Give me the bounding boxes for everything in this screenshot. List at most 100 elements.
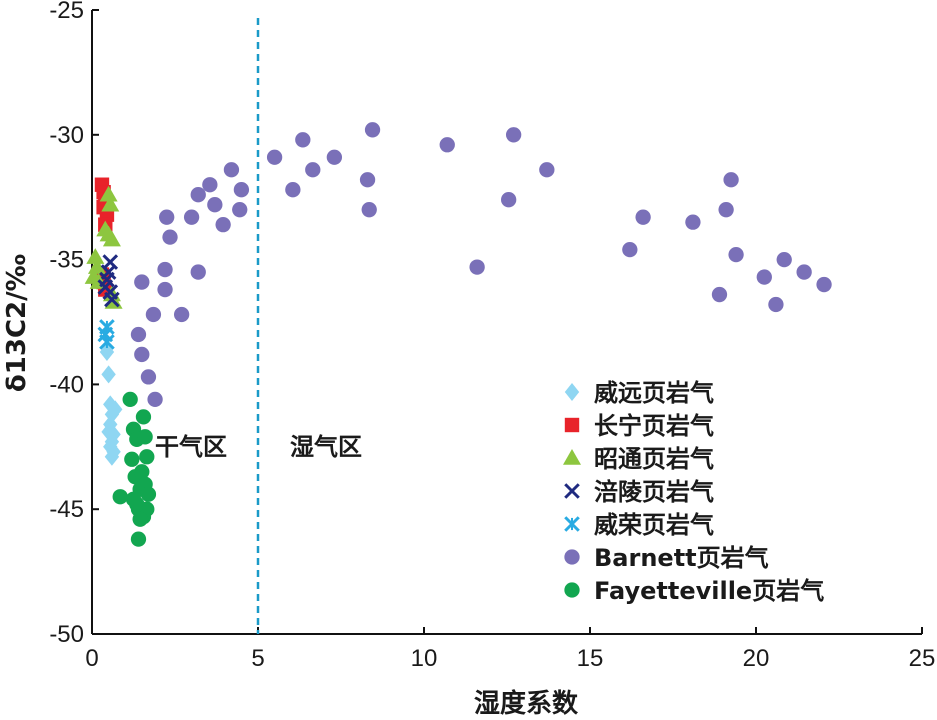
y-tick-label: -45 <box>49 496 84 523</box>
data-point <box>129 496 145 512</box>
x-tick-label: 5 <box>251 645 264 672</box>
data-point <box>101 195 120 212</box>
data-point <box>130 531 147 547</box>
data-point <box>190 187 206 203</box>
data-point <box>145 306 162 323</box>
legend-label: Fayetteville页岩气 <box>594 577 824 605</box>
data-point <box>233 182 250 198</box>
y-tick-label: -30 <box>49 122 84 149</box>
data-point <box>99 185 118 202</box>
legend-marker <box>564 383 580 401</box>
data-point <box>685 214 701 230</box>
data-point <box>99 334 115 350</box>
data-point <box>112 489 128 505</box>
data-point <box>87 258 106 274</box>
data-point <box>139 449 155 465</box>
y-tick-label: -40 <box>49 371 84 398</box>
legend-marker <box>564 417 580 433</box>
legend-item: 威荣页岩气 <box>564 511 714 539</box>
data-point <box>223 162 240 178</box>
data-point <box>285 182 301 198</box>
axes: 0 5 10 15 20 25 -25 -30 -35 -40 -45 -50 <box>49 0 935 672</box>
data-point <box>183 209 200 225</box>
data-point <box>326 149 343 165</box>
y-tick-label: -35 <box>49 247 84 274</box>
legend-label: 威远页岩气 <box>594 379 714 407</box>
data-point <box>361 202 377 218</box>
data-point <box>505 127 522 143</box>
data-point <box>305 162 321 178</box>
data-point <box>266 149 283 165</box>
data-point <box>147 391 163 408</box>
legend-marker <box>564 483 580 499</box>
data-point <box>140 486 157 502</box>
legend-marker <box>564 516 580 532</box>
x-axis-title: 湿度系数 <box>474 688 579 719</box>
data-point <box>501 192 517 208</box>
data-point <box>101 422 116 441</box>
data-point <box>776 251 792 268</box>
data-point <box>101 365 116 384</box>
data-point <box>202 177 218 193</box>
dry-gas-zone-label: 干气区 <box>155 433 227 461</box>
data-point <box>173 306 190 323</box>
data-point <box>816 276 832 293</box>
x-tick-label: 0 <box>85 645 98 672</box>
y-tick-label: -25 <box>49 0 84 24</box>
data-point <box>539 162 555 178</box>
series-4 <box>97 319 115 350</box>
legend-marker <box>563 449 581 465</box>
data-point <box>295 132 311 148</box>
data-point <box>439 137 455 153</box>
legend-item: 长宁页岩气 <box>564 412 714 440</box>
data-point <box>137 429 153 445</box>
series-3 <box>97 254 120 308</box>
legend-label: 涪陵页岩气 <box>594 478 714 506</box>
data-point <box>796 264 812 280</box>
data-points <box>84 122 832 547</box>
data-point <box>207 197 223 213</box>
data-point <box>134 274 150 290</box>
legend-item: Barnett页岩气 <box>564 544 769 572</box>
data-point <box>635 209 651 225</box>
series-5 <box>130 122 832 408</box>
data-point <box>190 264 206 280</box>
data-point <box>711 286 728 303</box>
data-point <box>122 391 138 408</box>
data-point <box>359 172 376 188</box>
data-point <box>132 511 148 527</box>
legend-item: Fayetteville页岩气 <box>564 577 824 605</box>
data-point <box>130 326 147 343</box>
x-tick-label: 15 <box>577 645 604 672</box>
data-point <box>469 259 485 275</box>
data-point <box>86 248 105 264</box>
legend-label: 长宁页岩气 <box>594 412 714 440</box>
data-point <box>102 230 121 247</box>
data-point <box>157 261 173 278</box>
data-point <box>768 296 784 313</box>
data-point <box>215 217 231 233</box>
series-6 <box>112 391 157 547</box>
data-point <box>134 464 150 480</box>
x-tick-label: 20 <box>743 645 770 672</box>
legend-label: Barnett页岩气 <box>594 544 769 572</box>
data-point <box>104 447 120 466</box>
legend-item: 威远页岩气 <box>564 379 714 407</box>
legend-marker <box>564 582 580 598</box>
data-point <box>108 400 123 419</box>
series-0 <box>99 342 123 466</box>
data-point <box>135 409 152 425</box>
data-point <box>134 346 150 363</box>
wet-gas-zone-label: 湿气区 <box>290 433 362 461</box>
y-axis-title: δ13C2/‰ <box>2 254 32 392</box>
data-point <box>622 241 638 258</box>
data-point <box>364 122 381 138</box>
legend-label: 威荣页岩气 <box>594 511 714 539</box>
y-axis-ticks: -25 -30 -35 -40 -45 -50 <box>49 0 99 648</box>
data-point <box>124 451 140 467</box>
x-tick-label: 10 <box>411 645 438 672</box>
legend-item: 涪陵页岩气 <box>564 478 714 506</box>
x-axis-ticks: 0 5 10 15 20 25 <box>85 627 935 672</box>
